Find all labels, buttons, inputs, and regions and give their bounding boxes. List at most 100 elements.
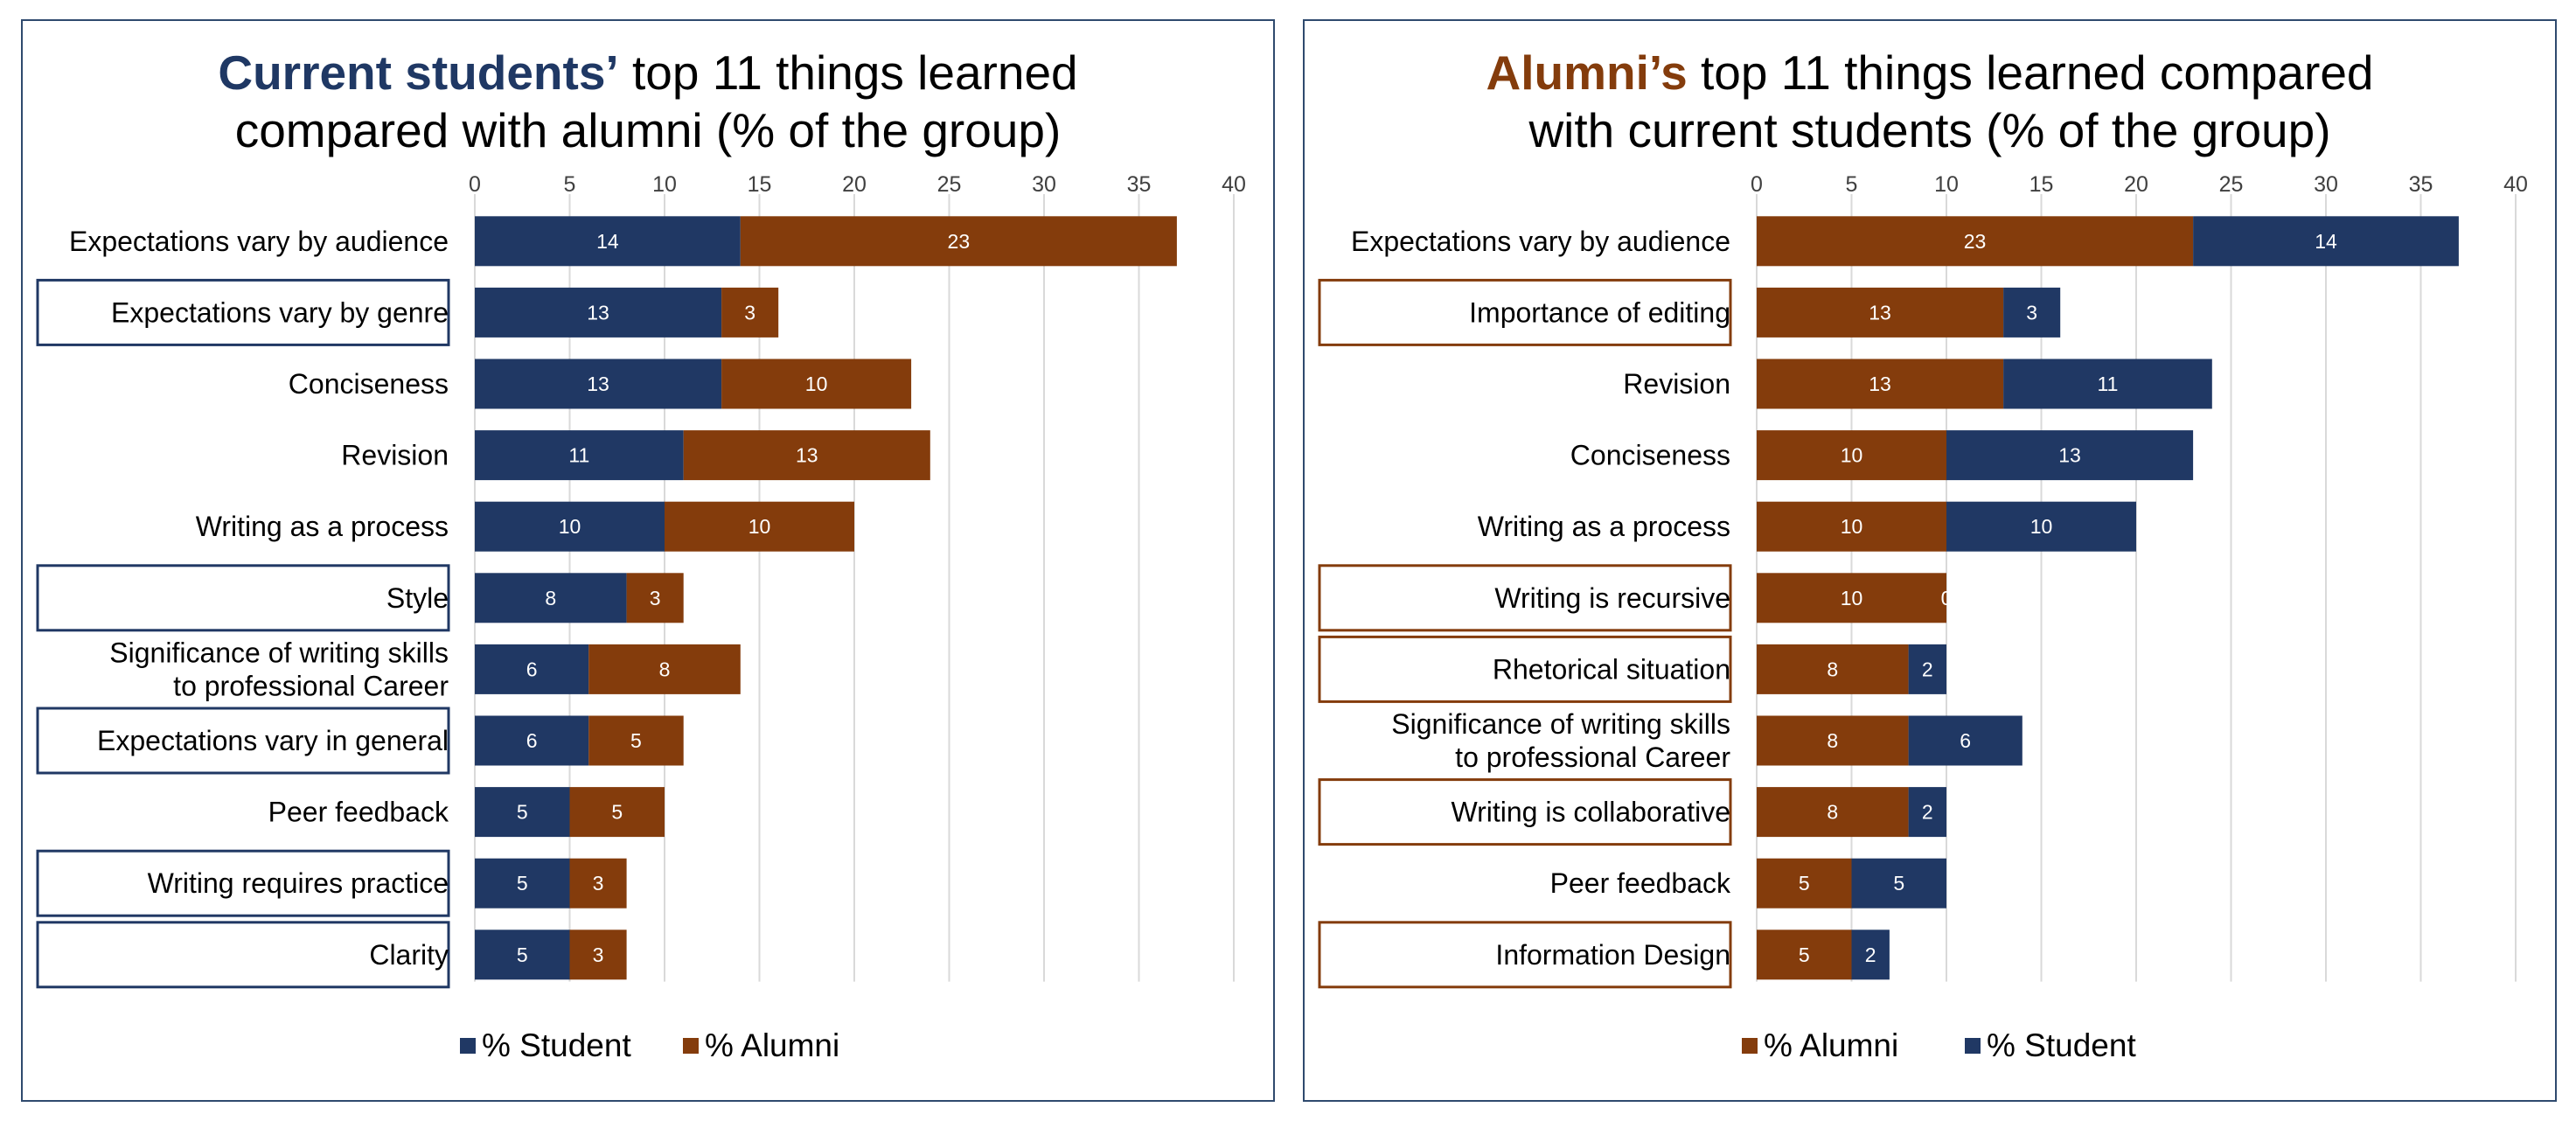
bar-segment (721, 359, 912, 409)
x-tick-label: 25 (937, 172, 962, 197)
bar-segment (475, 287, 722, 338)
data-label: 13 (2058, 444, 2081, 467)
chart-title-line2: with current students (% of the group) (1528, 103, 2331, 157)
x-tick-label: 5 (564, 172, 576, 197)
data-label: 11 (568, 444, 589, 467)
bar-segment (2003, 359, 2212, 409)
data-label: 10 (805, 373, 828, 395)
x-tick-label: 40 (2503, 172, 2528, 197)
bar-segment (1908, 715, 2023, 766)
x-tick-label: 35 (2409, 172, 2433, 197)
chart-title: Current students’ top 11 things learned c… (23, 44, 1273, 159)
x-tick-label: 10 (652, 172, 677, 197)
category-label: Conciseness (289, 368, 449, 400)
data-label: 14 (596, 230, 619, 253)
category-label: Rhetorical situation (1493, 653, 1730, 685)
category-label: Significance of writing skills to profess… (109, 637, 449, 701)
bar-segment (2003, 287, 2061, 338)
category-label: Writing is collaborative (1451, 797, 1730, 828)
chart-panel-alumni: Alumni’s top 11 things learned compared w… (1303, 19, 2557, 1102)
data-label: 5 (611, 801, 623, 824)
x-tick-label: 25 (2219, 172, 2244, 197)
category-label: Clarity (369, 939, 449, 971)
bar-segment (1946, 501, 2136, 552)
category-label-line: Significance of writing skills (1391, 708, 1730, 740)
category-label: Conciseness (1570, 440, 1730, 471)
data-label: 5 (1893, 872, 1904, 895)
data-label: 10 (559, 515, 581, 538)
data-label: 3 (744, 301, 755, 324)
bar-segment (2193, 216, 2459, 267)
x-tick-label: 30 (1032, 172, 1056, 197)
data-label: 5 (517, 872, 528, 895)
data-label: 5 (517, 801, 528, 824)
x-tick-label: 15 (2029, 172, 2054, 197)
data-label: 10 (1841, 444, 1863, 467)
bar-segment (569, 858, 627, 909)
category-label: Expectations vary by genre (111, 296, 449, 328)
category-label: Revision (341, 440, 449, 471)
x-tick-label: 0 (1751, 172, 1763, 197)
bar-segment (1946, 430, 2194, 481)
bar-segment (475, 858, 570, 909)
bar-segment (569, 787, 665, 838)
category-label: Expectations vary by audience (69, 226, 449, 257)
legend-swatch (1742, 1038, 1758, 1054)
bar-segment (1757, 858, 1852, 909)
category-highlight-box (1318, 921, 1732, 989)
data-label: 2 (1922, 801, 1933, 824)
x-tick-label: 30 (2314, 172, 2338, 197)
bar-segment (626, 573, 684, 623)
data-label: 3 (593, 943, 604, 966)
category-highlight-box (36, 921, 450, 989)
chart-title-line2: compared with alumni (% of the group) (234, 103, 1062, 157)
x-tick-label: 5 (1846, 172, 1858, 197)
x-tick-label: 35 (1127, 172, 1152, 197)
bar-segment (1851, 930, 1890, 980)
chart-title-rest: top 11 things learned compared (1687, 45, 2374, 100)
data-label: 10 (1841, 515, 1863, 538)
chart-title-rest: top 11 things learned (618, 45, 1078, 100)
bar-segment (1757, 930, 1852, 980)
category-label-line: Significance of writing skills (109, 637, 449, 668)
bar-segment (1908, 644, 1946, 694)
bar-segment (1757, 644, 1909, 694)
data-label: 8 (545, 587, 556, 609)
data-label: 8 (1827, 801, 1838, 824)
data-label: 6 (526, 729, 538, 752)
bar-segment (475, 359, 722, 409)
bar-segment (569, 930, 627, 980)
data-label: 6 (526, 658, 538, 680)
legend-swatch (460, 1038, 476, 1054)
bar-segment (475, 501, 665, 552)
category-highlight-box (36, 278, 450, 346)
data-label: 3 (650, 587, 661, 609)
data-label: 14 (2315, 230, 2337, 253)
bar-segment (475, 787, 570, 838)
x-tick-label: 40 (1222, 172, 1246, 197)
data-label: 5 (517, 943, 528, 966)
category-label: Significance of writing skills to profess… (1391, 708, 1730, 773)
bar-segment (1851, 858, 1946, 909)
data-label: 3 (593, 872, 604, 895)
x-tick-label: 0 (469, 172, 481, 197)
bar-segment (475, 430, 684, 481)
data-label: 2 (1865, 943, 1876, 966)
bar-segment (1757, 216, 2194, 267)
legend-label: % Alumni (1764, 1027, 1898, 1063)
data-label: 11 (2098, 373, 2119, 395)
category-label: Writing is recursive (1494, 582, 1730, 614)
chart-title: Alumni’s top 11 things learned compared w… (1305, 44, 2555, 159)
bar-segment (1757, 573, 1946, 623)
category-label: Importance of editing (1469, 296, 1730, 328)
data-label: 5 (630, 729, 642, 752)
category-highlight-box (36, 849, 450, 917)
data-label: 10 (748, 515, 771, 538)
x-tick-label: 10 (1934, 172, 1959, 197)
category-label: Writing as a process (196, 511, 449, 542)
x-tick-label: 20 (2124, 172, 2148, 197)
data-label: 0 (1941, 587, 1953, 609)
bar-segment (1757, 287, 2004, 338)
